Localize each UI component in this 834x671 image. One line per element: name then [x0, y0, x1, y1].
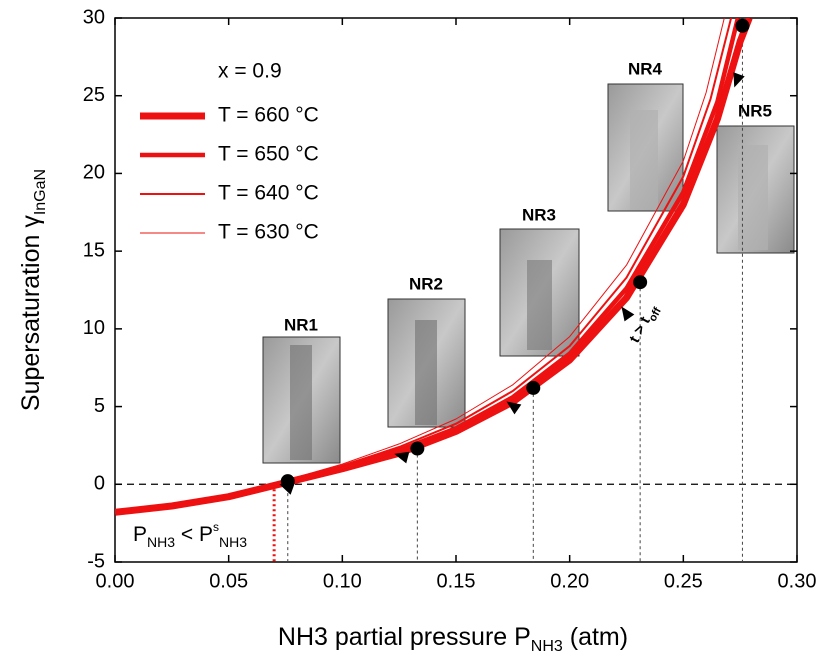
- nanorod: [630, 110, 658, 210]
- nanorod: [290, 345, 312, 460]
- x-tick-label: 0.00: [96, 570, 135, 592]
- condition-part: NH3: [147, 534, 175, 550]
- y-tick-label: 10: [83, 317, 105, 339]
- inset-label: NR5: [738, 101, 772, 120]
- y-tick-label: 5: [94, 395, 105, 417]
- x-axis-label: NH3 partial pressure PNH3 (atm): [278, 623, 628, 655]
- time-part: off: [647, 305, 664, 323]
- inset-label: NR3: [522, 205, 556, 224]
- nanorod: [415, 320, 437, 425]
- arrow-head: [733, 72, 745, 88]
- x-axis-label-part: NH3: [531, 638, 563, 655]
- inset-label: NR2: [409, 274, 443, 293]
- x-tick-label: 0.30: [778, 570, 817, 592]
- x-axis-label-part: NH3 partial pressure P: [278, 623, 531, 651]
- arrow-head: [621, 306, 635, 322]
- condition-part: s: [213, 520, 219, 534]
- condition-part: P: [133, 523, 147, 546]
- arrow-head: [394, 451, 410, 464]
- x-tick-label: 0.05: [209, 570, 248, 592]
- y-axis-label: Supersaturation γInGaN: [17, 169, 49, 411]
- x-axis-label-part: (atm): [563, 623, 628, 651]
- plot-frame: [114, 17, 798, 563]
- y-tick-label: -5: [87, 550, 105, 572]
- y-tick-label: 0: [94, 473, 105, 495]
- y-tick-label: 15: [83, 239, 105, 261]
- legend-label: T = 640 °C: [218, 182, 319, 205]
- curve: [115, 18, 725, 513]
- condition-annotation: PNH3 < PsNH3: [133, 520, 247, 550]
- legend-label: T = 660 °C: [218, 104, 319, 127]
- y-tick-label: 25: [83, 84, 105, 106]
- x-tick-label: 0.25: [664, 570, 703, 592]
- sem-insets: [262, 83, 795, 464]
- legend-title: x = 0.9: [218, 60, 282, 83]
- data-point: [410, 441, 425, 456]
- data-point: [526, 380, 541, 395]
- y-axis-label-part: InGaN: [32, 169, 49, 215]
- time-annotation: t > toff: [626, 301, 664, 347]
- condition-part: < P: [175, 523, 213, 546]
- inset-label: NR4: [628, 59, 663, 78]
- inset-label: NR1: [284, 315, 318, 334]
- y-tick-label: 30: [83, 6, 105, 28]
- nanorod: [527, 260, 552, 350]
- x-tick-label: 0.15: [437, 570, 476, 592]
- data-point: [735, 18, 750, 33]
- x-tick-label: 0.20: [550, 570, 589, 592]
- arrow-head: [279, 483, 295, 495]
- condition-part: NH3: [219, 534, 247, 550]
- data-point: [633, 275, 648, 290]
- x-tick-label: 0.10: [323, 570, 362, 592]
- curves: [115, 18, 753, 516]
- y-axis-label-part: Supersaturation γ: [17, 215, 45, 411]
- legend-label: T = 630 °C: [218, 221, 319, 244]
- y-tick-label: 20: [83, 162, 105, 184]
- legend-label: T = 650 °C: [218, 143, 319, 166]
- arrow-head: [506, 401, 522, 415]
- nanorod: [738, 145, 768, 250]
- curve: [115, 18, 733, 514]
